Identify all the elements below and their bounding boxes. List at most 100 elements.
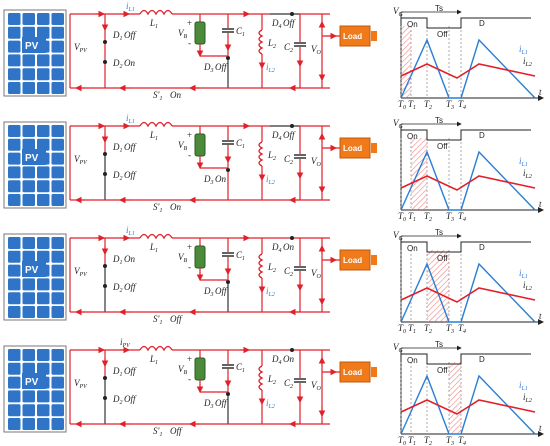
pv-cell — [8, 306, 21, 318]
d2-label: D2 — [112, 394, 123, 406]
l2-label: L2 — [267, 262, 276, 274]
vb-label: VB — [178, 140, 188, 152]
tick-t4: T4 — [458, 435, 466, 446]
pv-cell — [8, 250, 21, 263]
c2-label: C2 — [284, 266, 293, 278]
d3-label: D3 — [203, 174, 214, 186]
battery-plus: + — [187, 242, 192, 252]
s1-state: Off — [170, 426, 183, 436]
off-label: Off — [437, 142, 448, 151]
pv-label-bg — [22, 373, 46, 389]
c1-label: C1 — [236, 250, 245, 262]
c2-label: C2 — [284, 378, 293, 390]
pv-cell — [51, 278, 64, 291]
pv-cell — [22, 13, 35, 25]
il1-waveform — [400, 374, 536, 435]
active-interval-hatch — [401, 26, 411, 98]
load-label: Load — [343, 368, 362, 377]
pv-cell — [37, 180, 50, 193]
load-plug — [371, 143, 377, 153]
inductor-l2 — [258, 365, 264, 391]
pv-cell — [8, 404, 21, 417]
tick-t1: T1 — [408, 99, 416, 111]
tick-t4: T4 — [458, 323, 466, 335]
il1-wave-label: iL1 — [519, 268, 528, 280]
s1-state: Off — [170, 314, 183, 324]
inductor-l1 — [139, 345, 173, 352]
switch-node — [103, 376, 107, 380]
pv-cell — [37, 349, 50, 361]
battery-icon — [194, 133, 206, 157]
vo-label: VO — [311, 268, 322, 280]
switch-node — [226, 280, 230, 284]
tick-t2: T2 — [424, 323, 432, 335]
battery-minus: - — [188, 38, 191, 48]
tick-t1: T1 — [408, 211, 416, 223]
pv-cell — [8, 390, 21, 403]
switch-node — [226, 392, 230, 396]
battery-plus: + — [187, 18, 192, 28]
switch-node — [103, 152, 107, 156]
il2-waveform — [400, 287, 536, 303]
pv-cell — [8, 26, 21, 39]
d-label: D — [479, 355, 485, 364]
d2-label: D2 — [112, 170, 123, 182]
switch-node — [103, 264, 107, 268]
load-box — [339, 137, 371, 159]
s1-state: On — [170, 90, 181, 100]
pv-label-bg — [22, 37, 46, 53]
pv-cell — [22, 26, 35, 39]
d4-label: D4 — [271, 354, 282, 366]
pv-cell — [37, 237, 50, 249]
pv-cell — [37, 418, 50, 430]
pv-cell — [51, 40, 64, 53]
gate-signal — [401, 241, 531, 253]
d-label: D — [479, 19, 485, 28]
ts-label: Ts — [435, 4, 443, 13]
il1-waveform — [400, 150, 536, 211]
pv-cell — [22, 125, 35, 137]
inductor-l1 — [139, 121, 173, 128]
pv-cell — [51, 152, 64, 165]
pv-cell — [8, 82, 21, 94]
vpv-label: VPV — [74, 378, 88, 390]
battery-minus: - — [188, 262, 191, 272]
d3-label: D3 — [203, 398, 214, 410]
pv-cell — [8, 13, 21, 25]
switch-node — [290, 236, 294, 240]
gate-signal — [401, 353, 531, 365]
pv-cell — [8, 166, 21, 179]
il1-label: iL1 — [126, 113, 135, 125]
tick-t4: T4 — [458, 211, 466, 223]
pv-cell — [22, 362, 35, 375]
d-label: D — [479, 131, 485, 140]
pv-cell — [8, 54, 21, 67]
pv-cell — [51, 125, 64, 137]
pv-cell — [22, 180, 35, 193]
pv-cell — [37, 13, 50, 25]
pv-cell — [22, 250, 35, 263]
pv-cell — [37, 390, 50, 403]
pv-cell — [51, 418, 64, 430]
d1-label: D1 — [112, 254, 123, 266]
inductor-l2 — [258, 141, 264, 167]
d3-label: D3 — [203, 62, 214, 74]
il2-wave-label: iL2 — [523, 56, 532, 68]
vo-label: VO — [311, 380, 322, 392]
vg-label: VG — [393, 342, 404, 354]
load-label: Load — [343, 256, 362, 265]
d2-state: Off — [124, 282, 137, 292]
il1-wave-label: iL1 — [519, 380, 528, 392]
il1-wave-label: iL1 — [519, 156, 528, 168]
il2-label: iL2 — [266, 62, 275, 74]
pv-cell — [51, 390, 64, 403]
pv-cell — [37, 26, 50, 39]
load-box — [339, 25, 371, 47]
pv-cell — [8, 68, 21, 81]
pv-cell — [22, 278, 35, 291]
pv-cell — [51, 237, 64, 249]
gate-signal — [401, 17, 531, 29]
pv-cell — [8, 40, 21, 53]
switch-node — [226, 168, 230, 172]
